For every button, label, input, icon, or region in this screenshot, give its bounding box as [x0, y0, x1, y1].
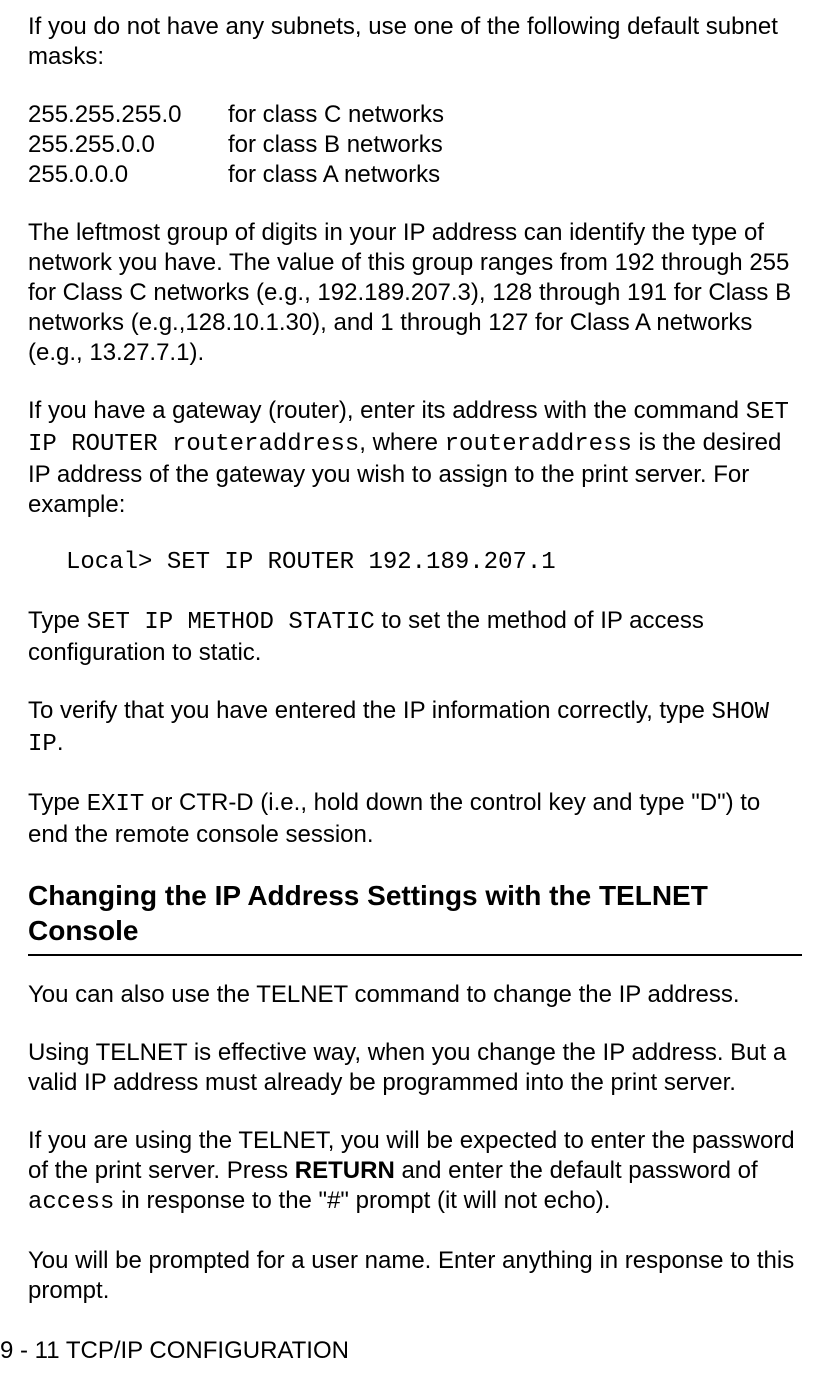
text-fragment: Type — [28, 789, 87, 816]
subnet-row: 255.0.0.0 for class A networks — [28, 160, 802, 190]
code-fragment: access — [28, 1189, 114, 1216]
subnet-mask: 255.0.0.0 — [28, 160, 228, 190]
text-fragment: in response to the "#" prompt (it will n… — [114, 1187, 610, 1214]
verify-ip-para: To verify that you have entered the IP i… — [28, 696, 802, 760]
section-heading: Changing the IP Address Settings with th… — [28, 878, 802, 956]
intro-subnet-text: If you do not have any subnets, use one … — [28, 12, 802, 72]
telnet-effective: Using TELNET is effective way, when you … — [28, 1038, 802, 1098]
exit-para: Type EXIT or CTR-D (i.e., hold down the … — [28, 788, 802, 850]
text-fragment: If you have a gateway (router), enter it… — [28, 397, 746, 424]
set-static-para: Type SET IP METHOD STATIC to set the met… — [28, 606, 802, 668]
telnet-password-para: If you are using the TELNET, you will be… — [28, 1126, 802, 1218]
subnet-desc: for class B networks — [228, 130, 802, 160]
text-fragment: , where — [359, 429, 444, 456]
text-fragment: and enter the default password of — [395, 1157, 758, 1184]
subnet-row: 255.255.0.0 for class B networks — [28, 130, 802, 160]
subnet-mask: 255.255.255.0 — [28, 100, 228, 130]
subnet-mask: 255.255.0.0 — [28, 130, 228, 160]
bold-fragment: RETURN — [295, 1157, 395, 1184]
text-fragment: To verify that you have entered the IP i… — [28, 697, 711, 724]
subnet-desc: for class C networks — [228, 100, 802, 130]
text-fragment: . — [57, 729, 64, 756]
telnet-intro: You can also use the TELNET command to c… — [28, 980, 802, 1010]
code-fragment: EXIT — [87, 791, 145, 818]
code-fragment: routeraddress — [445, 431, 632, 458]
subnet-row: 255.255.255.0 for class C networks — [28, 100, 802, 130]
network-class-explain: The leftmost group of digits in your IP … — [28, 218, 802, 368]
subnet-desc: for class A networks — [228, 160, 802, 190]
page-footer: 9 - 11 TCP/IP CONFIGURATION — [0, 1336, 802, 1366]
code-fragment: SET IP METHOD STATIC — [87, 609, 375, 636]
subnet-table: 255.255.255.0 for class C networks 255.2… — [28, 100, 802, 190]
username-prompt-para: You will be prompted for a user name. En… — [28, 1246, 802, 1306]
gateway-router-para: If you have a gateway (router), enter it… — [28, 396, 802, 520]
text-fragment: Type — [28, 607, 87, 634]
example-command: Local> SET IP ROUTER 192.189.207.1 — [28, 548, 802, 578]
